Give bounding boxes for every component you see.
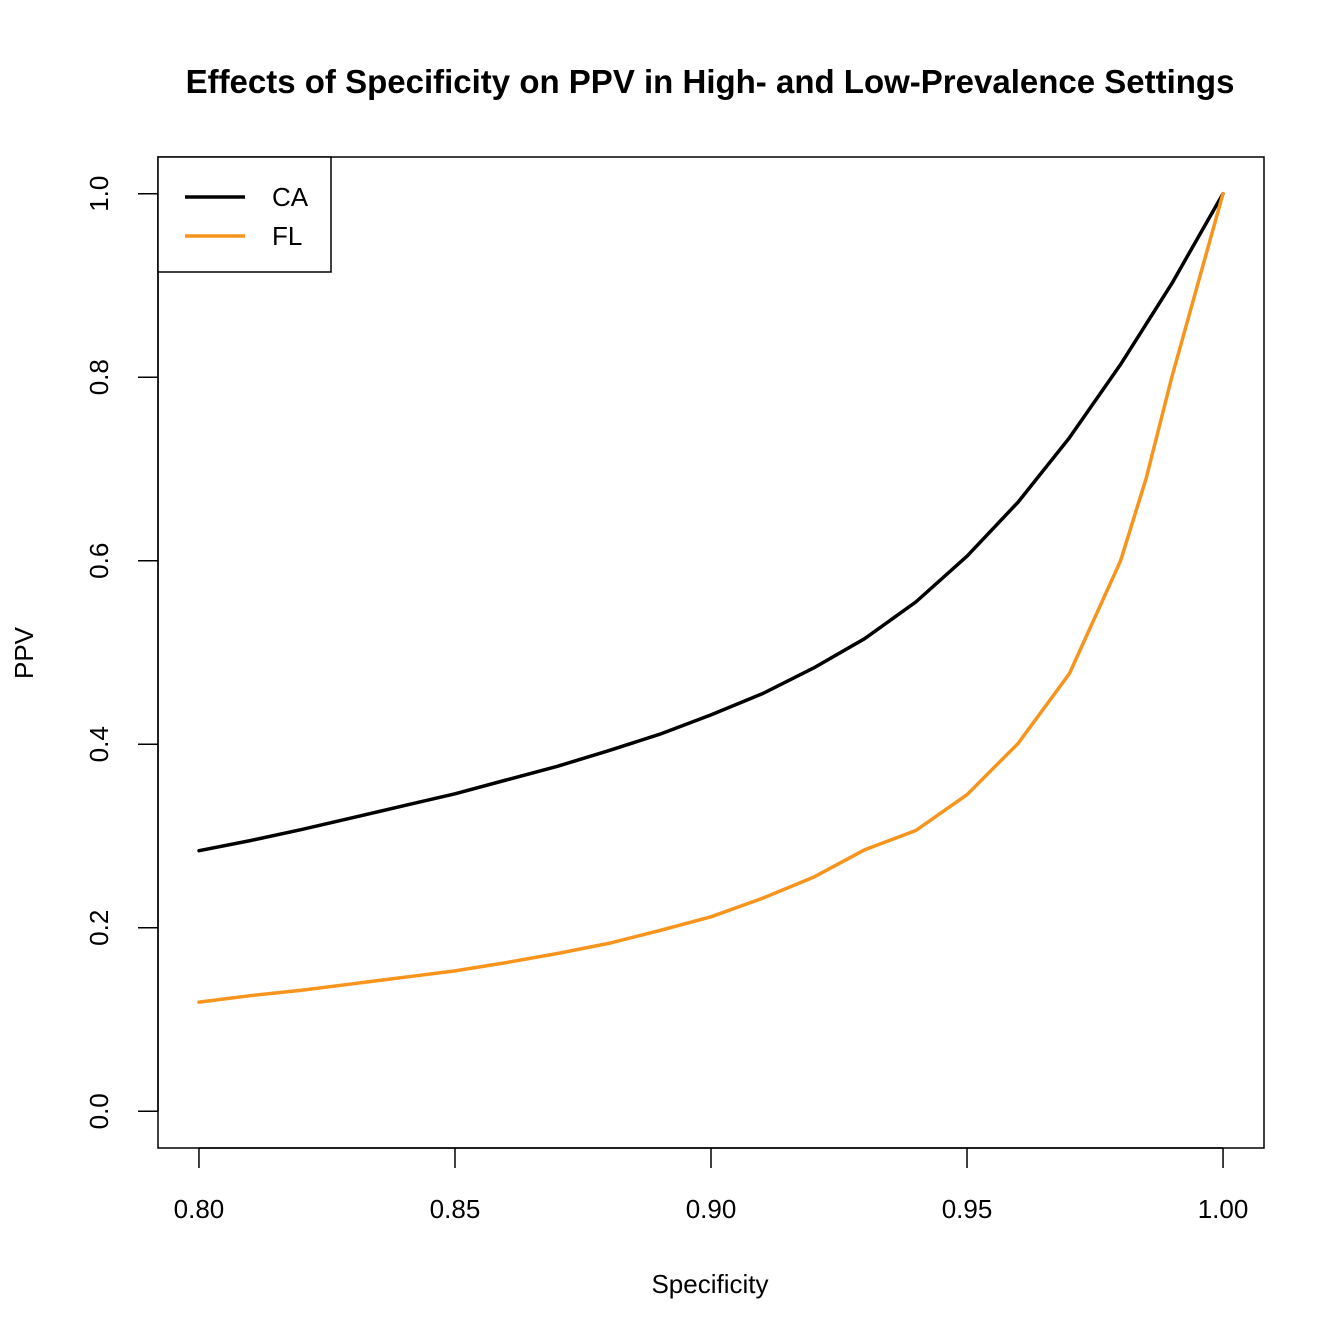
y-tick-label: 0.2 xyxy=(84,910,114,946)
y-tick-label: 0.4 xyxy=(84,726,114,762)
series-line-fl xyxy=(197,191,1225,1004)
y-tick-label: 1.0 xyxy=(84,176,114,212)
y-axis-label: PPV xyxy=(9,626,39,679)
plot-area-frame xyxy=(157,156,1265,1149)
x-tick-label: 1.00 xyxy=(1198,1194,1249,1224)
chart-title: Effects of Specificity on PPV in High- a… xyxy=(186,63,1235,100)
legend-label-fl: FL xyxy=(272,221,302,251)
y-tick-label: 0.0 xyxy=(84,1093,114,1129)
legend: CA FL xyxy=(157,156,332,273)
series-line-ca xyxy=(197,191,1225,853)
y-tick-label: 0.6 xyxy=(84,543,114,579)
x-tick-label: 0.90 xyxy=(686,1194,737,1224)
legend-box xyxy=(157,156,332,273)
x-tick-label: 0.95 xyxy=(942,1194,993,1224)
x-tick-label: 0.85 xyxy=(430,1194,481,1224)
x-tick-label: 0.80 xyxy=(174,1194,225,1224)
x-axis: 0.80 0.85 0.90 0.95 1.00 xyxy=(174,1147,1249,1224)
series-layer xyxy=(197,191,1225,1004)
x-axis-label: Specificity xyxy=(651,1269,768,1299)
y-axis: 0.0 0.2 0.4 0.6 0.8 1.0 xyxy=(84,176,159,1129)
legend-label-ca: CA xyxy=(272,182,309,212)
y-tick-label: 0.8 xyxy=(84,359,114,395)
